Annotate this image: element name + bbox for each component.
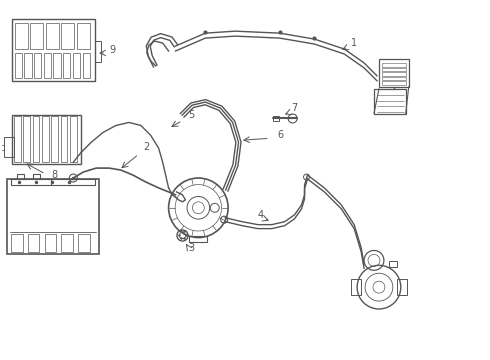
Bar xyxy=(63,53,71,78)
Bar xyxy=(4,137,14,157)
Bar xyxy=(382,68,406,71)
Text: 6: 6 xyxy=(278,130,284,140)
Bar xyxy=(397,279,407,295)
Bar xyxy=(77,23,90,49)
Bar xyxy=(32,117,39,162)
Bar xyxy=(389,261,397,267)
Bar xyxy=(12,19,95,81)
Bar xyxy=(7,179,99,255)
Bar xyxy=(273,116,279,121)
Bar xyxy=(12,114,81,164)
Bar xyxy=(382,77,406,80)
Bar xyxy=(53,53,61,78)
Bar xyxy=(382,72,406,76)
Bar xyxy=(15,23,28,49)
Bar xyxy=(95,41,101,62)
Bar xyxy=(61,117,67,162)
Bar xyxy=(11,179,95,185)
Bar xyxy=(33,174,40,179)
Bar xyxy=(42,117,49,162)
Bar xyxy=(190,236,207,242)
Bar xyxy=(34,53,41,78)
Bar xyxy=(30,23,44,49)
Text: 5: 5 xyxy=(189,111,195,121)
Bar xyxy=(51,117,58,162)
Bar xyxy=(23,117,30,162)
Text: 9: 9 xyxy=(109,45,115,55)
Text: 1: 1 xyxy=(351,38,357,48)
Text: 2: 2 xyxy=(143,142,149,152)
Bar xyxy=(382,63,406,67)
Text: 4: 4 xyxy=(258,210,264,220)
Bar xyxy=(61,23,74,49)
Bar xyxy=(78,234,90,252)
Bar xyxy=(382,81,406,85)
Bar xyxy=(28,234,40,252)
Bar xyxy=(351,279,361,295)
Bar xyxy=(11,234,23,252)
Text: 8: 8 xyxy=(51,170,58,180)
Bar xyxy=(379,59,409,87)
Bar xyxy=(14,117,21,162)
Bar xyxy=(374,89,406,113)
Bar xyxy=(44,53,51,78)
Bar xyxy=(45,234,56,252)
Text: 7: 7 xyxy=(292,103,298,113)
Bar xyxy=(17,174,24,179)
Bar xyxy=(24,53,32,78)
Text: 3: 3 xyxy=(189,243,195,253)
Bar xyxy=(82,53,90,78)
Bar xyxy=(46,23,59,49)
Bar xyxy=(61,234,73,252)
Bar xyxy=(15,53,22,78)
Bar xyxy=(73,53,80,78)
Bar xyxy=(70,117,76,162)
